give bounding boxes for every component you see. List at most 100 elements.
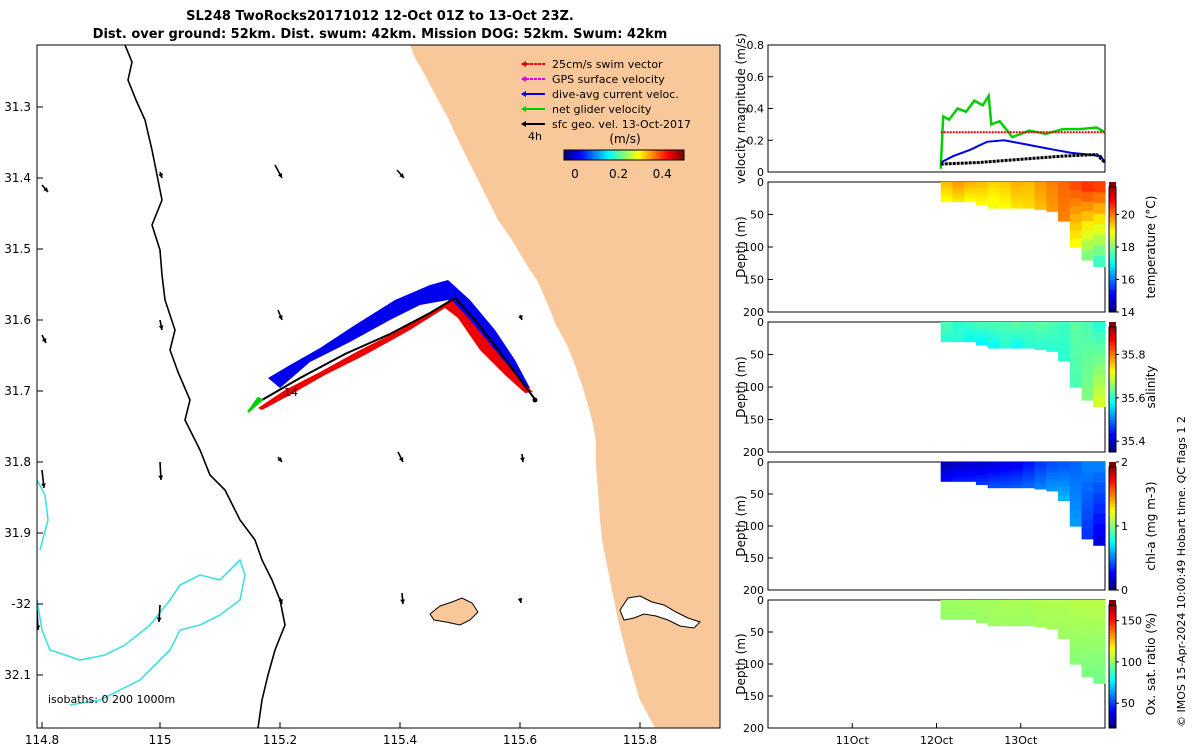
heatmap-cell (999, 471, 1012, 476)
heatmap-cell (1034, 322, 1047, 327)
side-x-tick-label: 13Oct (1004, 734, 1038, 747)
side-colorbar-cell (1109, 243, 1116, 248)
heatmap-cell (940, 322, 954, 326)
geo-arrow-head (278, 599, 283, 604)
side-colorbar-cell (1109, 387, 1116, 391)
heatmap-cell (975, 478, 989, 483)
colorbar-cell (654, 150, 657, 160)
heatmap-cell (952, 602, 965, 606)
heatmap-cell (952, 324, 965, 328)
heatmap-cell (952, 464, 965, 468)
side-colorbar-cell (1109, 660, 1116, 665)
heatmap-cell (1058, 196, 1071, 203)
heatmap-cell (952, 478, 965, 482)
heatmap-cell (999, 619, 1012, 623)
heatmap-cell (975, 333, 989, 337)
heatmap-cell (1046, 483, 1059, 488)
heatmap-cell (1069, 206, 1083, 216)
colorbar-cell (564, 150, 567, 160)
heatmap-cell (1046, 607, 1059, 612)
heatmap-cell (964, 199, 977, 203)
side-colorbar-tick-label: 35.6 (1121, 392, 1146, 405)
side-colorbar-label: salinity (1144, 365, 1158, 408)
estuary (619, 595, 701, 629)
heatmap-cell (940, 607, 954, 611)
heatmap-cell (999, 484, 1012, 489)
heatmap-cell (952, 331, 965, 335)
heatmap-cell (1058, 206, 1071, 212)
heatmap-cell (952, 199, 965, 203)
heatmap-cell (940, 471, 954, 475)
heatmap-cell (1069, 230, 1083, 240)
heatmap-cell (975, 619, 989, 623)
colorbar-cell (628, 150, 631, 160)
side-colorbar-cell (1109, 570, 1116, 575)
heatmap-cell (999, 344, 1012, 349)
heatmap-cell (1046, 603, 1059, 608)
heatmap-cell (940, 469, 954, 473)
heatmap-cell (1081, 510, 1094, 521)
map-y-tick-label: 31.7 (4, 384, 31, 398)
heatmap-cell (1081, 331, 1094, 343)
heatmap-cell (1011, 606, 1024, 611)
heatmap-cell (964, 614, 977, 618)
side-colorbar-cell (1109, 279, 1116, 284)
heatmap-cell (999, 201, 1012, 206)
heatmap-cell (952, 196, 965, 200)
heatmap-cell (1046, 185, 1059, 190)
heatmap-cell (987, 619, 1000, 623)
side-y-tick-label: 150 (743, 690, 764, 703)
heatmap-cell (1011, 204, 1024, 209)
side-colorbar-cell (1109, 256, 1116, 261)
side-y-tick-label: 0 (757, 594, 764, 607)
heatmap-cell (940, 184, 954, 188)
heatmap-cell (1058, 341, 1071, 347)
heatmap-cell (999, 325, 1012, 330)
heatmap-cell (1011, 188, 1024, 193)
heatmap-cell (1034, 475, 1047, 480)
heatmap-cell (1022, 195, 1036, 199)
heatmap-cell (1081, 390, 1094, 401)
heatmap-cell (1046, 610, 1059, 615)
map-panel: 114.8 115 115.2 115.4 115.6 115.8 31.331.431.… (4, 44, 721, 747)
heatmap-cell (964, 322, 977, 326)
heatmap-cell (940, 329, 954, 333)
heatmap-cell (975, 602, 989, 607)
heatmap-cell (952, 607, 965, 611)
heatmap-cell (987, 185, 1000, 190)
side-colorbar-cell (1109, 676, 1116, 681)
side-colorbar-cell (1109, 419, 1116, 424)
side-y-tick-label: 150 (743, 552, 764, 565)
colorbar-cell (662, 150, 665, 160)
heatmap-cell (1081, 221, 1094, 232)
heatmap-cell (975, 600, 989, 604)
heatmap-cell (1058, 182, 1071, 188)
heatmap-cell (987, 606, 1000, 611)
heatmap-cell (975, 184, 989, 189)
geo-arrow-head (158, 475, 164, 480)
heatmap-cell (987, 612, 1000, 617)
colorbar-cell (566, 150, 569, 160)
side-colorbar-cell (1109, 338, 1116, 342)
heatmap-cell (1011, 195, 1024, 199)
heatmap-cell (1034, 339, 1047, 344)
heatmap-cell (1093, 462, 1106, 473)
heatmap-cell (987, 474, 1000, 479)
heatmap-cell (1058, 191, 1071, 198)
heatmap-cell (1011, 182, 1024, 186)
geo-arrow-head (156, 617, 162, 622)
heatmap-cell (975, 481, 989, 485)
heatmap-cell (1069, 648, 1083, 657)
heatmap-cell (1081, 471, 1094, 482)
side-colorbar-cell (1109, 529, 1116, 533)
side-colorbar-tick-label: 16 (1121, 274, 1135, 287)
side-colorbar-tick-label: 50 (1121, 697, 1135, 710)
heatmap-cell (987, 344, 1000, 349)
heatmap-cell (987, 465, 1000, 469)
heatmap-cell (952, 322, 965, 326)
legend-arrow-head (521, 61, 526, 67)
map-y-tick-label: 31.3 (4, 100, 31, 114)
heatmap-cell (952, 194, 965, 198)
side-colorbar-cell (1109, 506, 1116, 511)
side-colorbar-cell (1109, 237, 1116, 241)
